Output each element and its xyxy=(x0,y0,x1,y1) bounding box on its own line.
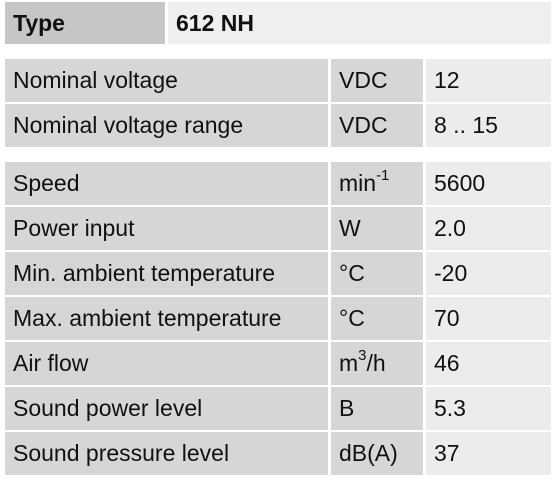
unit-text: min-1 xyxy=(339,167,390,197)
parameter: Nominal voltage range xyxy=(5,104,328,147)
parameter: Sound pressure level xyxy=(5,432,328,475)
parameter: Max. ambient temperature xyxy=(5,297,328,340)
unit-sup: 3 xyxy=(358,347,367,364)
value: 2.0 xyxy=(426,207,551,250)
parameter: Min. ambient temperature xyxy=(5,252,328,295)
unit: dB(A) xyxy=(331,432,423,475)
unit-tail: /h xyxy=(366,350,386,376)
parameter: Speed xyxy=(5,162,328,205)
value: 5.3 xyxy=(426,387,551,430)
unit-text: m3/h xyxy=(339,347,386,377)
unit: W xyxy=(331,207,423,250)
value: 37 xyxy=(426,432,551,475)
unit: °C xyxy=(331,252,423,295)
unit: B xyxy=(331,387,423,430)
header-label: Type xyxy=(5,2,165,44)
header-value: 612 NH xyxy=(168,2,551,44)
unit: min-1 xyxy=(331,162,423,205)
unit-sup: -1 xyxy=(376,167,390,184)
unit-base: min xyxy=(339,170,377,196)
unit: °C xyxy=(331,297,423,340)
unit: VDC xyxy=(331,104,423,147)
parameter: Air flow xyxy=(5,342,328,385)
value: 12 xyxy=(426,59,551,102)
parameter: Power input xyxy=(5,207,328,250)
value: 5600 xyxy=(426,162,551,205)
value: 8 .. 15 xyxy=(426,104,551,147)
unit: VDC xyxy=(331,59,423,102)
parameter: Sound power level xyxy=(5,387,328,430)
unit: m3/h xyxy=(331,342,423,385)
parameter: Nominal voltage xyxy=(5,59,328,102)
value: 70 xyxy=(426,297,551,340)
value: -20 xyxy=(426,252,551,295)
value: 46 xyxy=(426,342,551,385)
unit-base: m xyxy=(339,350,359,376)
